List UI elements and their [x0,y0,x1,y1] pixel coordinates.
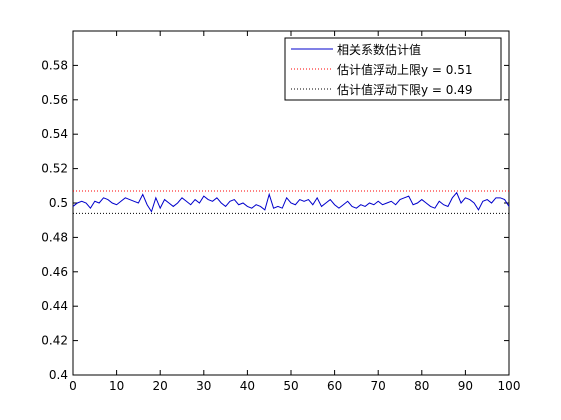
legend-label: 估计值浮动上限y = 0.51 [337,62,473,77]
y-tick-label: 0.46 [41,265,68,279]
x-tick-label: 90 [458,379,473,393]
y-tick-label: 0.5 [49,196,68,210]
y-tick-label: 0.44 [41,299,68,313]
x-tick-label: 60 [327,379,342,393]
y-tick-label: 0.58 [41,58,68,72]
x-tick-label: 0 [69,379,77,393]
x-tick-label: 70 [371,379,386,393]
x-tick-label: 10 [109,379,124,393]
x-tick-label: 50 [283,379,298,393]
y-tick-label: 0.52 [41,162,68,176]
legend-label: 相关系数估计值 [337,42,421,57]
y-tick-label: 0.4 [49,368,68,382]
legend-label: 估计值浮动下限y = 0.49 [337,82,473,97]
x-tick-label: 40 [240,379,255,393]
y-tick-label: 0.56 [41,93,68,107]
series-line-0 [72,191,510,213]
x-tick-label: 20 [153,379,168,393]
x-tick-label: 30 [196,379,211,393]
x-tick-label: 80 [414,379,429,393]
y-tick-label: 0.54 [41,127,68,141]
y-tick-label: 0.48 [41,230,68,244]
y-tick-label: 0.42 [41,334,68,348]
x-tick-label: 100 [498,379,521,393]
